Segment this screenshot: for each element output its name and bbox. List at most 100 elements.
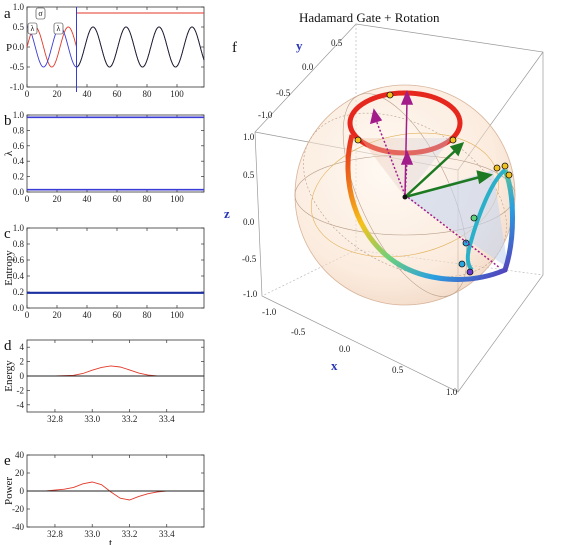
y-tick-label: -2 (17, 385, 25, 395)
state-trajectory (345, 134, 515, 282)
x-tick-label: 33.2 (122, 414, 138, 424)
y-tick-label: 0 (20, 486, 25, 496)
y-tick-label: 0.8 (13, 239, 25, 249)
sphere-center (402, 194, 408, 200)
axis-name-y: y (296, 38, 303, 53)
z-tick-label: 0.5 (243, 170, 255, 180)
x-tick-label: 40 (83, 194, 93, 204)
panel-e: e Power 32.8 33.0 33.2 33.4 -40 -20 0 20 40 t (3, 450, 205, 545)
x-tick-label: -0.5 (291, 327, 306, 337)
y-tick-label: 40 (15, 450, 25, 460)
x-tick-label: -1.0 (262, 307, 277, 317)
magenta-vectors (369, 90, 501, 269)
series-line-red (27, 481, 204, 501)
z-tick-label: 1.0 (243, 132, 255, 142)
x-tick-label: 0 (25, 194, 30, 204)
y-tick-label: 0.8 (13, 125, 25, 135)
annotation-box (27, 22, 38, 35)
y-tick-label: 0.6 (13, 255, 25, 265)
y-axis-label: P (6, 42, 12, 54)
x-tick-label: 60 (113, 194, 123, 204)
y-tick-label: 0.4 (13, 271, 25, 281)
x-tick-label: 33.2 (122, 529, 138, 539)
plot-frame (26, 114, 205, 193)
y-tick-label: 0.0 (302, 62, 314, 72)
y-tick-label: 20 (15, 468, 25, 478)
x-tick-label: 0.0 (339, 344, 351, 354)
y-tick-label: -40 (12, 522, 24, 532)
y-tick-label: 1.0 (13, 2, 25, 12)
x-tick-label: 40 (83, 89, 93, 99)
x-tick-label: 0 (25, 310, 30, 320)
x-tick-label: 100 (170, 194, 184, 204)
y-tick-label: 0.0 (13, 42, 25, 52)
y-tick-label: -20 (12, 504, 24, 514)
y-axis-label: Entropy (3, 250, 15, 286)
x-tick-label: 33.0 (84, 414, 100, 424)
x-tick-label: 60 (113, 89, 123, 99)
y-tick-label: 1.0 (13, 223, 25, 233)
x-tick-label: 0 (25, 89, 30, 99)
panel-letter-c: c (4, 226, 11, 242)
plot-frame (26, 227, 205, 309)
annotation-box (35, 7, 46, 20)
y-axis-label: Power (3, 477, 15, 505)
bloch-title: Hadamard Gate + Rotation (299, 10, 440, 25)
y-tick-label: -0.5 (10, 62, 25, 72)
series-line-blue (26, 26, 205, 68)
panel-letter-e: e (4, 453, 11, 469)
x-tick-label: 20 (53, 310, 63, 320)
y-tick-label: 0 (20, 371, 25, 381)
y-tick-label: 0.4 (13, 156, 25, 166)
panel-letter-a: a (4, 6, 11, 22)
x-tick-label: 20 (53, 89, 63, 99)
annotation-label: λ (31, 24, 35, 33)
z-tick-label: -1.0 (243, 289, 258, 299)
y-tick-label: 0.5 (331, 38, 343, 48)
y-tick-label: -1.0 (10, 82, 25, 92)
y-tick-label: -1.0 (258, 110, 273, 120)
y-tick-label: 0.5 (13, 22, 25, 32)
side-cone (405, 170, 508, 268)
x-tick-label: 20 (53, 194, 63, 204)
y-tick-label: -0.5 (276, 88, 291, 98)
y-tick-label: 1.0 (13, 110, 25, 120)
panel-c: c Entropy 0 20 40 60 80 100 0.0 0.2 0.4 0.6 0.8 1.0 (3, 223, 205, 320)
green-state-vectors (404, 142, 493, 199)
y-axis-label: Energy (3, 360, 15, 392)
y-tick-label: -4 (17, 400, 25, 410)
panel-letter-d: d (4, 338, 12, 354)
x-tick-label: 100 (170, 89, 184, 99)
panel-a: aP0 20 40 60 80 100-1.0-0.50.00.51.0σλ λ (4, 2, 205, 99)
x-tick-label: 0.5 (392, 365, 404, 375)
x-tick-label: 60 (113, 310, 123, 320)
x-tick-label: 32.8 (47, 414, 63, 424)
annotation-label: σ (38, 9, 43, 18)
annotation-box (53, 22, 64, 35)
panel-letter-f: f (232, 40, 237, 56)
x-tick-label: 80 (143, 310, 153, 320)
annotation-label: λ (57, 24, 61, 33)
y-tick-label: 2 (20, 357, 25, 367)
z-tick-label: -0.5 (242, 254, 257, 264)
y-tick-label: 0.0 (13, 303, 25, 313)
y-tick-label: 0.0 (13, 187, 25, 197)
x-tick-label: 33.4 (159, 529, 175, 539)
x-tick-label: 40 (83, 310, 93, 320)
panel-b: b λ 0 20 40 60 80 100 0.0 0.2 0.4 0.6 0.8 1.0 (3, 110, 205, 204)
x-tick-label: 80 (143, 89, 153, 99)
series-line-black (76, 26, 205, 68)
y-tick-label: 0.2 (13, 287, 24, 297)
axis-name-z: z (224, 206, 230, 221)
y-tick-label: 0.2 (13, 172, 24, 182)
plot-frame (26, 6, 205, 88)
x-tick-label: 33.0 (84, 529, 100, 539)
x-tick-label: 32.8 (47, 529, 63, 539)
z-tick-label: 0.0 (243, 217, 255, 227)
series-line-red (27, 365, 204, 377)
x-tick-label: 80 (143, 194, 153, 204)
x-tick-label: 33.4 (159, 414, 175, 424)
x-tick-label: 1.0 (446, 387, 458, 397)
y-axis-label: λ (3, 150, 15, 156)
